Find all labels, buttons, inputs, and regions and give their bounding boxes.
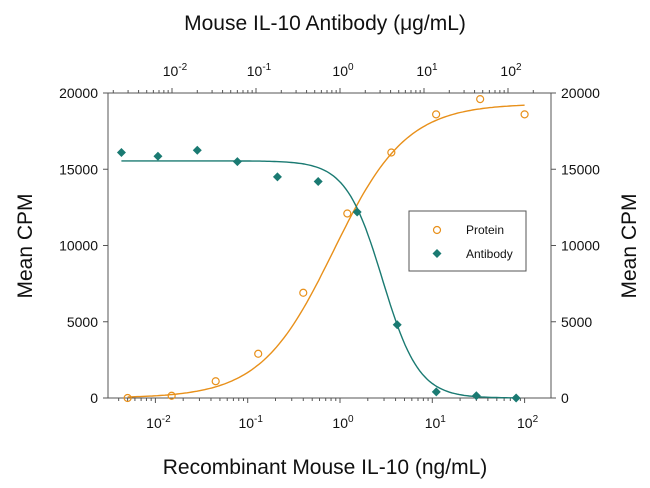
data-point-antibody <box>153 151 163 161</box>
top-x-tick-label: 10-1 <box>247 62 272 79</box>
data-point-antibody <box>511 393 521 403</box>
top-x-tick-label: 10-2 <box>163 62 188 79</box>
data-point-antibody <box>431 387 441 397</box>
fit-curves <box>121 104 525 399</box>
y-axis-label-left: Mean CPM <box>14 193 37 298</box>
y-tick-label-right: 5000 <box>561 314 592 330</box>
y-tick-label-right: 20000 <box>561 85 600 101</box>
data-point-antibody <box>352 207 362 217</box>
top-x-tick-label: 101 <box>416 62 438 79</box>
data-point-protein <box>299 288 308 297</box>
data-point-antibody <box>471 391 481 401</box>
y-tick-label-right: 15000 <box>561 161 600 177</box>
fit-curve-protein <box>127 104 525 398</box>
legend: Protein Antibody <box>408 210 527 272</box>
data-point-protein <box>476 94 485 104</box>
data-point-antibody <box>232 157 242 167</box>
axes: 0 0 5000 5000 10000 10000 15000 15000 20000 20000… <box>59 62 600 431</box>
top-x-tick-label: 102 <box>500 62 522 79</box>
data-point-protein <box>167 391 176 400</box>
data-point-protein <box>123 393 132 403</box>
top-x-tick-label: 100 <box>332 62 354 79</box>
x-tick-label: 10-1 <box>238 414 263 431</box>
data-point-protein <box>387 148 396 157</box>
legend-protein-label: Protein <box>466 223 504 237</box>
fit-curve-antibody <box>121 160 517 399</box>
data-point-antibody <box>272 172 282 182</box>
data-point-protein <box>520 110 529 119</box>
y-tick-label-right: 10000 <box>561 238 600 254</box>
x-tick-label: 100 <box>332 414 354 431</box>
data-point-protein <box>343 209 352 218</box>
data-point-protein <box>211 377 220 386</box>
x-tick-label: 102 <box>517 414 539 431</box>
data-point-antibody <box>392 320 402 330</box>
legend-protein-marker <box>432 225 442 235</box>
y-tick-label-right: 0 <box>561 390 569 406</box>
x-tick-label: 101 <box>425 414 447 431</box>
data-point-antibody <box>116 147 126 157</box>
y-tick-label-left: 20000 <box>59 85 98 101</box>
data-points <box>116 94 529 403</box>
legend-box <box>408 210 527 272</box>
y-axis-label-right: Mean CPM <box>618 193 641 298</box>
x-axis-label: Recombinant Mouse IL-10 (ng/mL) <box>163 456 488 479</box>
x-tick-label: 10-2 <box>146 414 171 431</box>
legend-antibody-label: Antibody <box>466 247 513 261</box>
chart-title: Mouse IL-10 Antibody (μg/mL) <box>184 12 466 35</box>
data-point-antibody <box>313 176 323 186</box>
y-tick-label-left: 5000 <box>67 314 98 330</box>
y-tick-label-left: 0 <box>90 390 98 406</box>
data-point-protein <box>254 349 263 358</box>
data-point-antibody <box>192 145 202 155</box>
data-point-protein <box>432 110 441 119</box>
legend-antibody-marker <box>432 249 442 258</box>
y-tick-label-left: 15000 <box>59 161 98 177</box>
y-tick-label-left: 10000 <box>59 238 98 254</box>
